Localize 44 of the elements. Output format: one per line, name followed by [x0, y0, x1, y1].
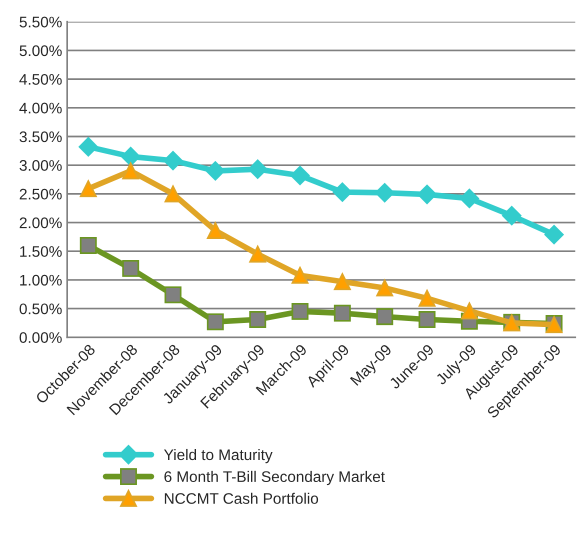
point [375, 183, 394, 202]
y-tick-label: 5.50% [20, 16, 62, 28]
point [292, 302, 309, 320]
point [376, 279, 394, 296]
point [164, 286, 182, 304]
point [544, 224, 564, 244]
legend-label: NCCMT Cash Portfolio [164, 492, 318, 504]
point [418, 311, 436, 328]
point [80, 180, 97, 198]
point [417, 184, 437, 204]
y-tick-label: 1.00% [20, 274, 62, 286]
legend-label: Yield to Maturity [164, 448, 273, 464]
point [206, 313, 224, 330]
y-tick-label: 5.00% [20, 45, 62, 56]
point [120, 146, 140, 166]
point [502, 206, 522, 226]
point [460, 188, 480, 208]
point [249, 246, 266, 263]
point [376, 308, 394, 326]
point [334, 273, 351, 290]
point [122, 162, 140, 180]
y-tick-label: 2.50% [20, 188, 62, 200]
point [249, 311, 266, 328]
y-tick-label: 1.50% [20, 246, 62, 257]
y-tick-label: 0.50% [20, 303, 62, 314]
point [248, 160, 268, 179]
point [334, 304, 351, 322]
y-tick-label: 3.00% [20, 160, 62, 171]
y-tick-label: 0.00% [20, 332, 62, 343]
point [418, 290, 436, 307]
point [292, 266, 309, 284]
point [206, 222, 224, 240]
point [460, 302, 478, 320]
legend-label: 6 Month T-Bill Secondary Market [164, 470, 385, 486]
point [78, 137, 98, 156]
y-tick-label: 3.50% [20, 131, 62, 142]
point [290, 166, 310, 186]
point [122, 260, 140, 277]
point [164, 185, 182, 202]
y-tick-label: 2.00% [20, 217, 62, 228]
point [80, 237, 97, 254]
y-tick-label: 4.50% [19, 74, 62, 85]
y-tick-label: 4.00% [19, 102, 62, 114]
point [163, 150, 183, 170]
